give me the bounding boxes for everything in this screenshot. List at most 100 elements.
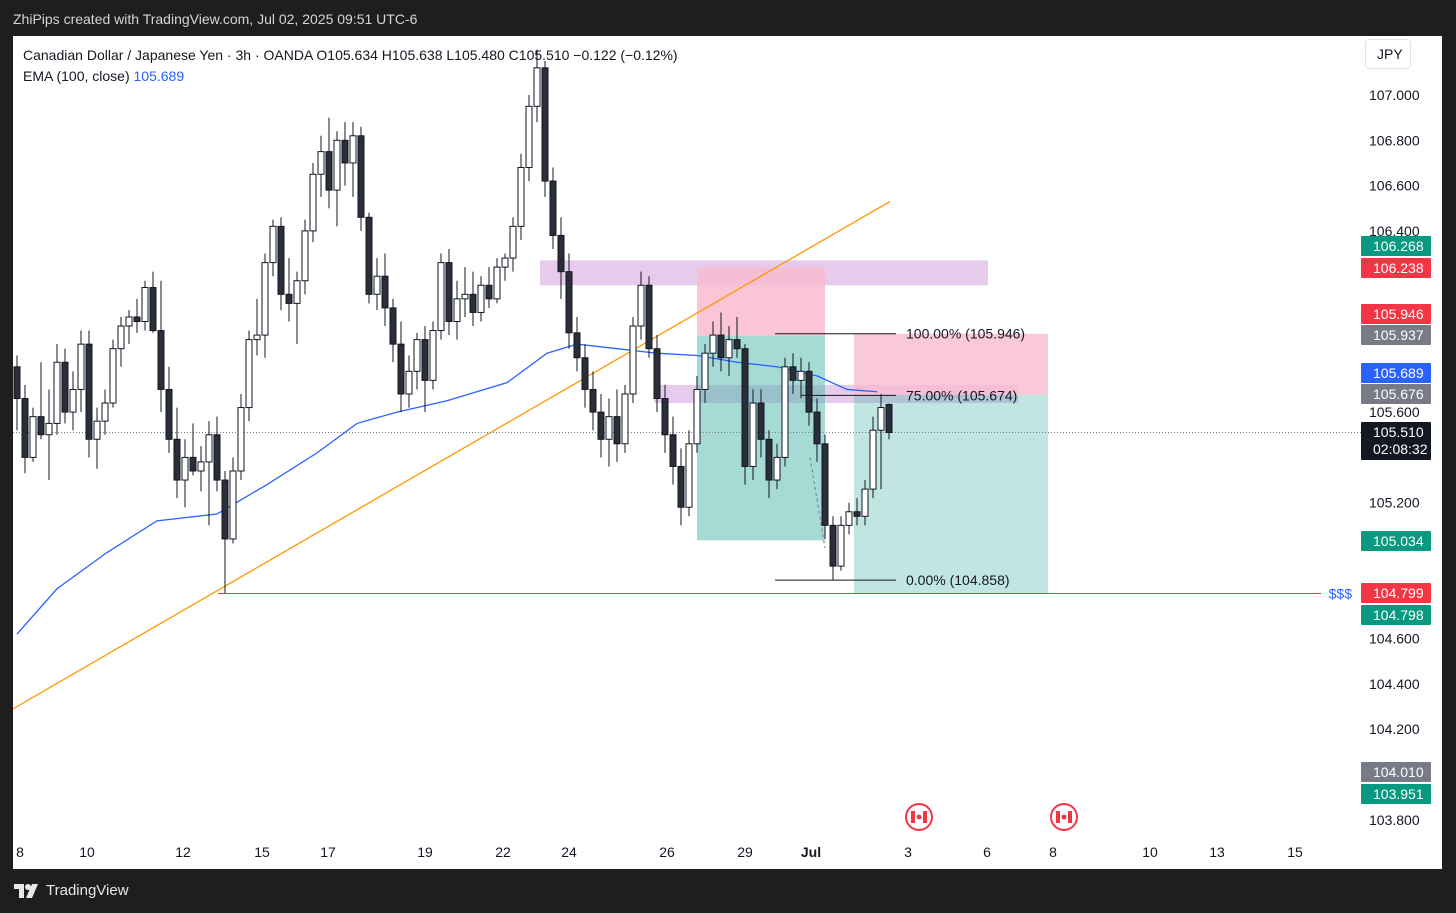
candle-body <box>477 284 485 313</box>
candle-body <box>405 370 413 395</box>
candle-body <box>237 407 245 472</box>
candle <box>325 117 333 209</box>
candle <box>133 298 141 333</box>
candle-body <box>229 470 237 540</box>
candle <box>45 389 53 481</box>
tradingview-logo[interactable]: TradingView <box>14 869 129 913</box>
price-tick: 105.200 <box>1369 495 1420 511</box>
candle-body <box>621 393 629 445</box>
candle-body <box>693 388 701 445</box>
candle <box>173 407 181 499</box>
price-tick: 104.600 <box>1369 631 1420 647</box>
candle-body <box>493 266 501 300</box>
candle <box>685 430 693 517</box>
candle <box>837 516 845 571</box>
candle-body <box>573 332 581 359</box>
price-tag-label: 105.937 <box>1373 327 1424 343</box>
candle <box>437 253 445 340</box>
event-marker-leaf <box>916 814 922 820</box>
candle-body <box>349 135 357 164</box>
candle <box>813 398 821 462</box>
candle-body <box>357 135 365 218</box>
candle <box>93 407 101 469</box>
candle <box>413 332 421 390</box>
candle <box>677 448 685 526</box>
candle-body <box>197 461 205 472</box>
chart-panel[interactable]: $$$ 100.00% (105.946) 75.00% (105.674) 0.0… <box>13 36 1442 869</box>
candle <box>453 280 461 340</box>
candle-body <box>797 370 805 381</box>
candle <box>861 480 869 526</box>
candle-body <box>381 275 389 309</box>
candle-body <box>389 307 397 345</box>
candle <box>589 371 597 431</box>
candle-body <box>781 366 789 458</box>
price-tag-bg <box>1361 422 1431 460</box>
fib-level-label: 0.00% (104.858) <box>906 572 1010 588</box>
ema-label: EMA (100, close) <box>23 68 130 84</box>
time-tick: 15 <box>1287 844 1303 860</box>
candle-body <box>413 339 421 372</box>
fib-level-label: 75.00% (105.674) <box>906 387 1017 403</box>
candle-body <box>677 465 685 508</box>
time-tick: 22 <box>495 844 511 860</box>
candle-body <box>717 334 725 359</box>
candle-body <box>613 416 621 445</box>
price-tag: 105.937 <box>1361 325 1431 345</box>
candle-body <box>653 348 661 400</box>
candle-body <box>101 402 109 422</box>
time-tick: 10 <box>79 844 95 860</box>
candle-body <box>709 334 717 354</box>
price-tag-label: 105.510 <box>1373 424 1424 440</box>
candle-body <box>541 67 549 182</box>
candle-body <box>125 316 133 327</box>
candle-body <box>213 434 221 481</box>
price-tag-label: 104.010 <box>1373 764 1424 780</box>
candle-body <box>429 330 437 381</box>
candle <box>533 49 541 123</box>
price-axis: 107.000 106.800 106.600 106.400 105.600 105.2… <box>1369 87 1420 828</box>
candle-body <box>61 361 69 413</box>
price-tick: 106.600 <box>1369 178 1420 194</box>
candle-body <box>445 262 453 322</box>
candle <box>229 457 237 544</box>
candle <box>525 95 533 182</box>
candle <box>517 153 525 240</box>
candle-body <box>485 284 493 300</box>
candle <box>109 339 117 408</box>
candle-body <box>557 234 565 273</box>
candle-body <box>397 343 405 395</box>
price-tag: 106.238 <box>1361 258 1431 278</box>
time-tick: 17 <box>320 844 336 860</box>
price-tag-label: 106.268 <box>1373 238 1424 254</box>
price-chart[interactable]: $$$ 100.00% (105.946) 75.00% (105.674) 0.0… <box>13 36 1442 869</box>
candle-body <box>317 151 325 175</box>
candle <box>445 249 453 336</box>
candle <box>85 330 93 458</box>
candle-body <box>741 348 749 467</box>
candle <box>245 330 253 422</box>
candle-body <box>509 225 517 259</box>
candle <box>493 258 501 304</box>
time-tick: 26 <box>659 844 675 860</box>
candle-body <box>869 429 877 490</box>
candle <box>621 384 629 453</box>
candle-body <box>517 166 525 227</box>
candle <box>565 253 573 349</box>
candle <box>317 135 325 197</box>
candle-body <box>85 343 93 440</box>
candle-body <box>29 416 37 458</box>
candle <box>429 321 437 390</box>
price-tag-bg <box>1361 236 1431 256</box>
candle-body <box>685 443 693 508</box>
currency-button[interactable]: JPY <box>1365 39 1411 69</box>
candle-body <box>13 366 21 400</box>
candle-body <box>757 402 765 440</box>
price-tick: 106.800 <box>1369 132 1420 148</box>
candle-body <box>69 388 77 413</box>
candle <box>469 271 477 327</box>
candle <box>149 271 157 333</box>
stop-zone-2 <box>854 333 1048 395</box>
candle <box>141 280 149 331</box>
